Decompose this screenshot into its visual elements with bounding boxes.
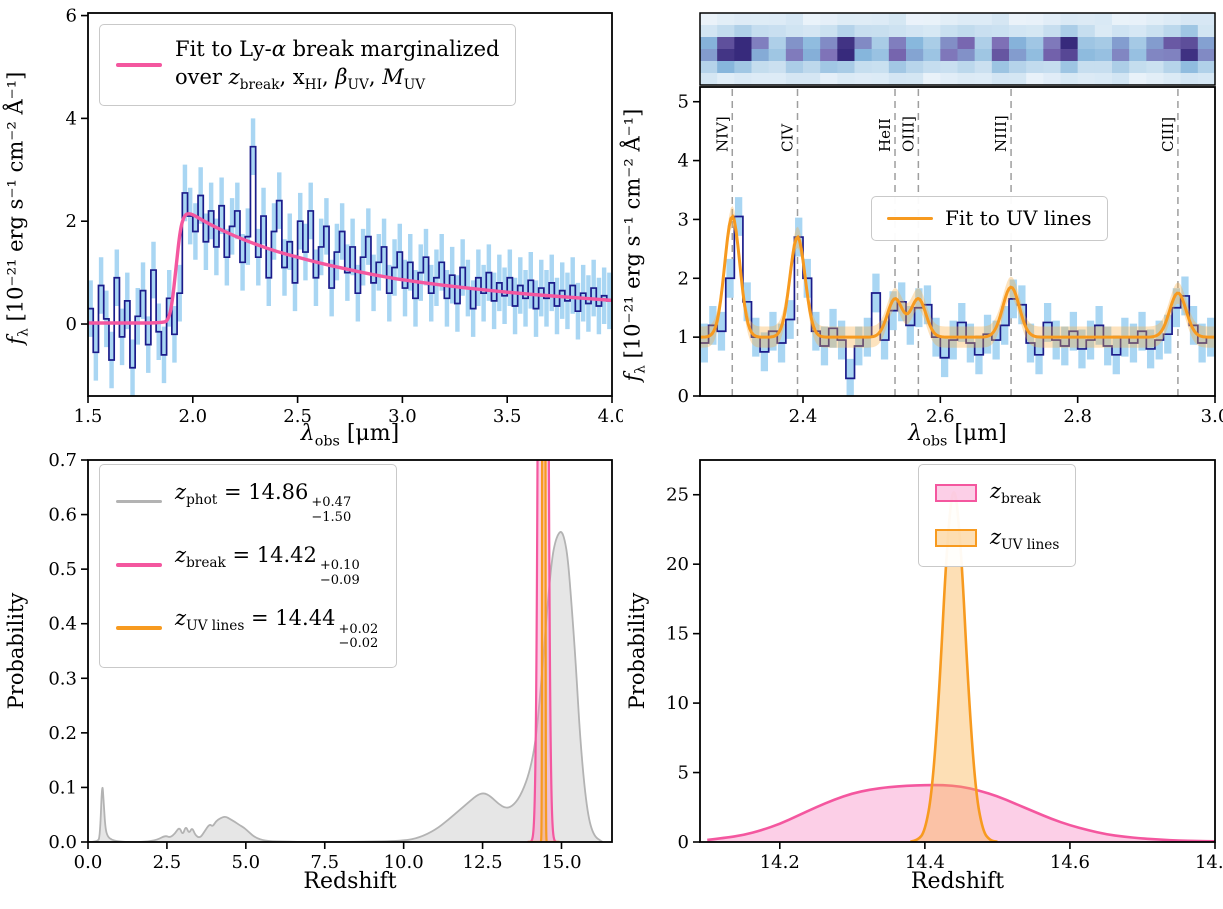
orange-fill-swatch xyxy=(935,529,977,548)
svg-text:2.5: 2.5 xyxy=(283,406,312,427)
svg-text:3.0: 3.0 xyxy=(388,406,417,427)
svg-text:0.7: 0.7 xyxy=(48,452,77,471)
svg-text:NIII]: NIII] xyxy=(992,115,1010,152)
svg-text:2.0: 2.0 xyxy=(178,406,207,427)
chart-lya-break-spectrum: 1.5 2.0 2.5 3.0 3.5 4.0 0 2 4 6 xyxy=(66,6,623,427)
panel-redshift-posterior-zoom: 14.214.414.614.80510152025 Probability R… xyxy=(623,452,1223,909)
panel-uv-lines-fit: NIV] CIV HeII OIII] NIII] CIII] 2.4 2.6 2.8 3.0 0 1… xyxy=(620,0,1223,452)
svg-text:14.4: 14.4 xyxy=(905,852,945,873)
svg-text:14.2: 14.2 xyxy=(760,852,800,873)
svg-text:10: 10 xyxy=(666,693,689,714)
chart-redshift-posterior: 0.0 2.5 5.0 7.5 10.0 12.5 15.0 0.0 0.1 0.2 0.3 0.4 0… xyxy=(48,452,613,873)
svg-text:1: 1 xyxy=(678,327,689,348)
legend-entry-zuvlines: zUV lines xyxy=(935,523,1059,555)
legend-redshift-posterior: zphot = 14.86 +0.47 −1.50 zbreak = 14.42 +0… xyxy=(99,464,398,668)
svg-text:20: 20 xyxy=(666,554,689,575)
pink-line-sample xyxy=(116,563,162,567)
svg-text:NIV]: NIV] xyxy=(713,116,731,152)
svg-text:4: 4 xyxy=(678,151,689,172)
legend-uv-fit: Fit to UV lines xyxy=(871,196,1108,241)
svg-text:4.0: 4.0 xyxy=(598,406,623,427)
svg-text:6: 6 xyxy=(66,6,77,27)
error-stack: +0.02 −0.02 xyxy=(338,621,379,652)
svg-text:0: 0 xyxy=(678,832,689,853)
error-stack: +0.47 −1.50 xyxy=(311,495,352,525)
svg-text:2.6: 2.6 xyxy=(926,406,955,427)
svg-text:0: 0 xyxy=(66,314,77,335)
svg-text:0.2: 0.2 xyxy=(48,723,77,744)
chart-uv-lines-spectrum: NIV] CIV HeII OIII] NIII] CIII] 2.4 2.6 2.8 3.0 0 1… xyxy=(678,12,1223,427)
svg-text:2.4: 2.4 xyxy=(789,406,818,427)
svg-text:1.5: 1.5 xyxy=(74,406,103,427)
panel-lya-break-fit: 1.5 2.0 2.5 3.0 3.5 4.0 0 2 4 6 fλ [10⁻²¹ erg s⁻¹… xyxy=(0,0,623,452)
svg-text:0.6: 0.6 xyxy=(48,505,77,526)
panel-redshift-posterior: 0.0 2.5 5.0 7.5 10.0 12.5 15.0 0.0 0.1 0.2 0.3 0.4 0… xyxy=(0,452,623,909)
legend-entry-zbreak: zbreak = 14.42 +0.10 −0.09 xyxy=(116,541,378,588)
svg-text:4: 4 xyxy=(66,108,77,129)
svg-text:10.0: 10.0 xyxy=(384,852,424,873)
svg-text:0.4: 0.4 xyxy=(48,614,77,635)
svg-text:2.5: 2.5 xyxy=(153,852,182,873)
svg-text:7.5: 7.5 xyxy=(310,852,339,873)
svg-text:14.8: 14.8 xyxy=(1195,852,1223,873)
pink-fill-swatch xyxy=(935,483,977,502)
error-stack: +0.10 −0.09 xyxy=(319,558,360,588)
svg-text:0.1: 0.1 xyxy=(48,777,77,798)
orange-line-sample xyxy=(116,626,162,630)
svg-text:14.6: 14.6 xyxy=(1050,852,1090,873)
orange-fit-line-sample xyxy=(887,216,933,221)
svg-text:3: 3 xyxy=(678,209,689,230)
svg-text:0.5: 0.5 xyxy=(48,559,77,580)
svg-text:2.8: 2.8 xyxy=(1063,406,1092,427)
legend-uv-fit-label: Fit to UV lines xyxy=(945,206,1092,230)
svg-text:2: 2 xyxy=(678,268,689,289)
svg-text:12.5: 12.5 xyxy=(463,852,503,873)
svg-text:0.0: 0.0 xyxy=(74,852,103,873)
svg-text:15: 15 xyxy=(666,624,689,645)
svg-text:0.3: 0.3 xyxy=(48,668,77,689)
svg-text:OIII]: OIII] xyxy=(899,116,917,152)
svg-text:0: 0 xyxy=(678,386,689,407)
svg-text:3.5: 3.5 xyxy=(493,406,522,427)
svg-text:CIII]: CIII] xyxy=(1159,117,1177,152)
gray-line-sample xyxy=(116,499,162,504)
svg-text:5.0: 5.0 xyxy=(232,852,261,873)
svg-text:25: 25 xyxy=(666,485,689,506)
svg-text:5: 5 xyxy=(678,763,689,784)
svg-text:CIV: CIV xyxy=(779,123,797,152)
legend-posterior-zoom: zbreak zUV lines xyxy=(918,464,1077,568)
legend-line-1: Fit to Ly-α break marginalized xyxy=(175,37,500,61)
legend-line-2: over zbreak, xHI, βUV, MUV xyxy=(175,65,426,94)
svg-text:0.0: 0.0 xyxy=(48,832,77,853)
svg-text:3.0: 3.0 xyxy=(1201,406,1223,427)
legend-entry-zphot: zphot = 14.86 +0.47 −1.50 xyxy=(116,478,378,525)
pink-fit-line-sample xyxy=(116,63,162,67)
legend-lya-fit: Fit to Ly-α break marginalized over zbre… xyxy=(99,24,517,106)
legend-lya-fit-text: Fit to Ly-α break marginalized over zbre… xyxy=(175,35,499,95)
legend-entry-zbreak: zbreak xyxy=(935,477,1059,509)
chart-redshift-posterior-zoom: 14.2 14.4 14.6 14.8 0 5 10 15 20 25 xyxy=(666,459,1223,873)
svg-text:5: 5 xyxy=(678,92,689,113)
svg-text:HeII: HeII xyxy=(876,118,894,152)
svg-text:15.0: 15.0 xyxy=(541,852,581,873)
svg-text:2: 2 xyxy=(66,211,77,232)
legend-entry-zuvlines: zUV lines = 14.44 +0.02 −0.02 xyxy=(116,604,378,651)
